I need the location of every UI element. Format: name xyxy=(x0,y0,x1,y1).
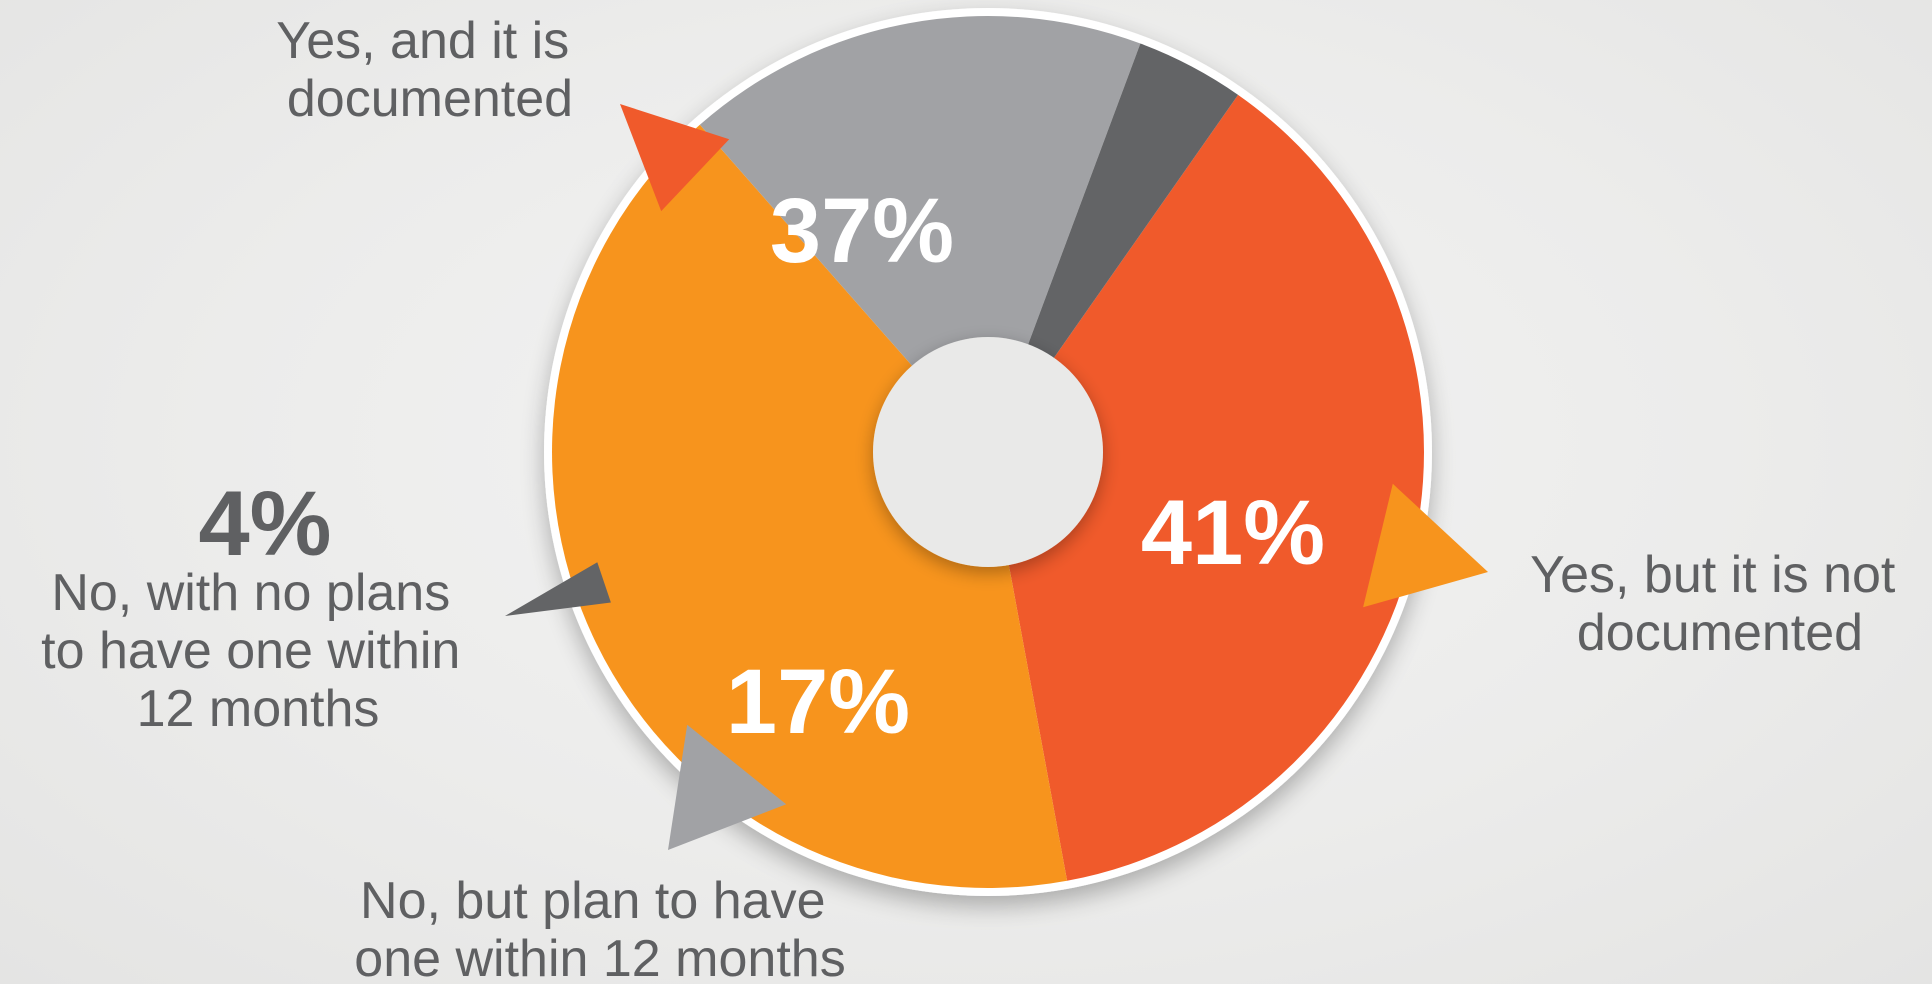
category-label-no-no-plans: No, with no plans to have one within 12 … xyxy=(41,564,475,738)
category-label-line: 12 months xyxy=(137,680,380,738)
slice-yes-documented xyxy=(988,94,1424,881)
callout-arrow-no-plan xyxy=(668,724,787,850)
category-label-yes-not-documented: Yes, but it is not documented xyxy=(1530,546,1910,662)
category-label-line: to have one within xyxy=(41,622,460,680)
category-label-yes-documented: Yes, and it is documented xyxy=(276,12,583,128)
callouts-group xyxy=(505,104,1488,850)
category-label-line: one within 12 months xyxy=(354,930,845,984)
value-label-yes-documented: 37% xyxy=(770,180,954,282)
category-label-line: documented xyxy=(1577,604,1863,662)
callout-arrow-yes-not-documented xyxy=(1363,483,1488,608)
category-label-line: Yes, but it is not xyxy=(1530,546,1896,604)
category-label-line: No, with no plans xyxy=(51,564,450,622)
category-label-line: No, but plan to have xyxy=(360,872,825,930)
callout-arrow-no-no-plans xyxy=(505,562,611,616)
category-label-line: Yes, and it is xyxy=(276,12,569,70)
slice-no-no-plans xyxy=(988,43,1239,453)
slice-yes-not-documented xyxy=(552,124,1068,888)
callout-arrow-yes-documented xyxy=(620,104,730,212)
slices-group xyxy=(552,16,1424,888)
category-label-line: documented xyxy=(287,70,573,128)
category-label-no-plan: No, but plan to have one within 12 month… xyxy=(354,872,845,984)
value-label-yes-not-documented: 41% xyxy=(1141,482,1325,584)
donut-hole xyxy=(873,337,1103,567)
value-label-no-no-plans: 4% xyxy=(199,473,332,575)
slice-no-plan xyxy=(699,16,1141,453)
value-label-no-plan: 17% xyxy=(726,651,910,753)
